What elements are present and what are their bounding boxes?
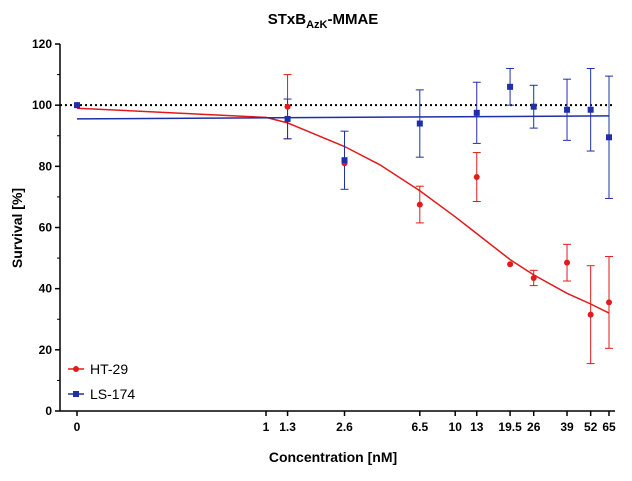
legend: HT-29 LS-174: [68, 361, 135, 402]
ls-174-point: [530, 103, 537, 110]
chart-title-prefix: STxB: [268, 11, 307, 28]
y-tick-label: 60: [39, 221, 53, 235]
x-tick-label: 13: [470, 420, 484, 434]
ht-29-point: [473, 174, 480, 181]
chart-title-suffix: -MMAE: [327, 11, 378, 28]
y-tick-label: 120: [32, 37, 52, 51]
y-axis-title: Survival [%]: [9, 188, 25, 268]
ht-29-point: [530, 274, 537, 281]
ls-174-legend-label: LS-174: [90, 386, 135, 402]
axes: [55, 43, 615, 416]
y-tick-label: 20: [39, 343, 53, 357]
ls-174-point: [284, 115, 291, 122]
ht-29-point: [507, 261, 514, 268]
ls-174-point: [74, 102, 80, 109]
x-tick-label: 0: [74, 420, 81, 434]
x-tick-label: 65: [602, 420, 616, 434]
chart-title-subscript: AzK: [306, 19, 327, 31]
data-markers: [74, 83, 612, 318]
x-tick-label: 10: [449, 420, 463, 434]
x-tick-label: 2.6: [336, 420, 353, 434]
y-tick-label: 80: [39, 159, 53, 173]
tick-labels: 0 20 40 60 80 100 120 0 1 1.3 2.6 6.5 10 13 19.5 26 39 52…: [32, 37, 616, 434]
x-tick-label: 1: [263, 420, 270, 434]
x-tick-label: 39: [560, 420, 574, 434]
ls-174-fit-curve: [76, 115, 610, 120]
ht-29-point: [284, 103, 291, 110]
ht-29-legend-label: HT-29: [90, 361, 128, 377]
ls-174-point: [416, 120, 423, 127]
x-tick-label: 52: [584, 420, 598, 434]
ht-29-point: [587, 311, 594, 318]
x-tick-label: 19.5: [498, 420, 522, 434]
y-tick-label: 100: [32, 98, 52, 112]
ls-174-point: [473, 109, 480, 116]
x-tick-label: 6.5: [411, 420, 428, 434]
x-tick-label: 26: [527, 420, 541, 434]
ls-174-point: [507, 83, 514, 90]
fit-curves: [76, 107, 610, 314]
ht-29-point: [606, 299, 612, 306]
y-tick-label: 40: [39, 282, 53, 296]
ht-29-point: [416, 201, 423, 208]
ht-29-point: [564, 259, 571, 266]
ls-174-point: [587, 106, 594, 113]
ls-174-legend-marker: [73, 391, 79, 397]
ht-29-fit-curve: [76, 107, 610, 314]
ht-29-legend-marker: [73, 366, 79, 372]
error-bars: [283, 67, 613, 365]
y-tick-label: 0: [45, 404, 52, 418]
ls-174-point: [341, 157, 348, 164]
x-tick-label: 1.3: [279, 420, 296, 434]
ls-174-point: [606, 134, 612, 141]
x-axis-title: Concentration [nM]: [269, 449, 397, 465]
chart-title: STxBAzK-MMAE: [268, 11, 379, 31]
ls-174-point: [564, 106, 571, 113]
